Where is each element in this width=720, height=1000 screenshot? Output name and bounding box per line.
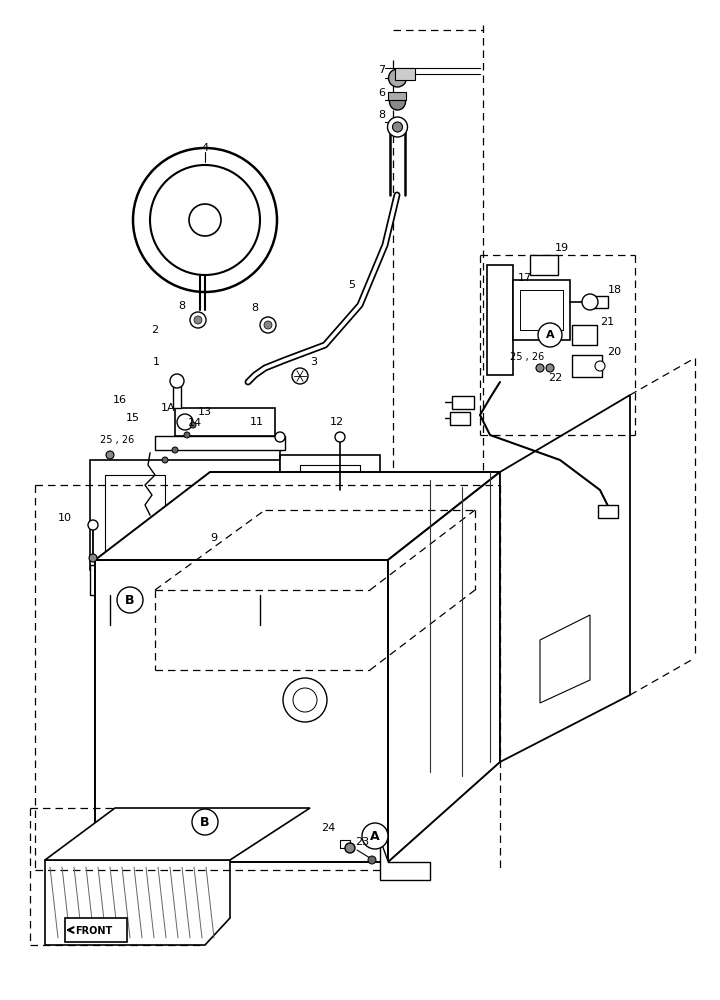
Circle shape <box>362 823 388 849</box>
Text: 25 , 26: 25 , 26 <box>100 435 134 445</box>
Circle shape <box>150 165 260 275</box>
Text: 25 , 26: 25 , 26 <box>510 352 544 362</box>
Circle shape <box>390 94 405 110</box>
Text: 3: 3 <box>310 357 317 367</box>
Polygon shape <box>95 560 388 862</box>
Text: FRONT: FRONT <box>75 926 112 936</box>
Text: 13: 13 <box>198 407 212 417</box>
Text: 22: 22 <box>548 373 562 383</box>
Circle shape <box>538 323 562 347</box>
Polygon shape <box>300 465 360 520</box>
Circle shape <box>335 432 345 442</box>
Polygon shape <box>90 565 280 595</box>
Circle shape <box>170 374 184 388</box>
Circle shape <box>368 856 376 864</box>
Circle shape <box>264 321 272 329</box>
Text: 8: 8 <box>378 110 385 120</box>
Polygon shape <box>105 475 165 560</box>
Bar <box>530 255 558 275</box>
Text: 7: 7 <box>378 65 385 75</box>
Bar <box>175 408 275 436</box>
Circle shape <box>177 414 193 430</box>
Text: 14: 14 <box>188 418 202 428</box>
Circle shape <box>546 364 554 372</box>
Bar <box>590 296 608 308</box>
Bar <box>572 325 597 345</box>
Circle shape <box>172 447 178 453</box>
Bar <box>452 396 474 409</box>
Circle shape <box>106 451 114 459</box>
Circle shape <box>133 148 277 292</box>
Bar <box>450 412 470 425</box>
Bar <box>572 355 602 377</box>
Bar <box>340 840 350 848</box>
Circle shape <box>192 809 218 835</box>
Polygon shape <box>388 472 500 862</box>
Text: 16: 16 <box>113 395 127 405</box>
Circle shape <box>345 843 355 853</box>
Text: B: B <box>200 816 210 828</box>
Circle shape <box>387 117 408 137</box>
Polygon shape <box>95 472 500 560</box>
Text: 1: 1 <box>153 357 160 367</box>
Text: B: B <box>125 593 135 606</box>
Text: A: A <box>546 330 554 340</box>
Circle shape <box>536 364 544 372</box>
Polygon shape <box>280 455 380 560</box>
Circle shape <box>283 678 327 722</box>
Text: 6: 6 <box>378 88 385 98</box>
Text: 9: 9 <box>210 533 217 543</box>
Circle shape <box>190 422 196 428</box>
Circle shape <box>389 69 407 87</box>
Circle shape <box>582 294 598 310</box>
Circle shape <box>190 312 206 328</box>
Polygon shape <box>540 615 590 703</box>
Circle shape <box>260 317 276 333</box>
Circle shape <box>162 457 168 463</box>
Circle shape <box>595 361 605 371</box>
Text: 4: 4 <box>202 143 209 153</box>
Polygon shape <box>45 808 310 860</box>
Text: 8: 8 <box>178 301 185 311</box>
Bar <box>173 383 181 408</box>
Text: 1A: 1A <box>161 403 175 413</box>
Circle shape <box>392 122 402 132</box>
Text: 17: 17 <box>518 273 532 283</box>
Polygon shape <box>513 280 570 340</box>
Text: 21: 21 <box>600 317 614 327</box>
Text: 23: 23 <box>355 837 369 847</box>
Circle shape <box>189 204 221 236</box>
Polygon shape <box>487 265 513 375</box>
Text: 8: 8 <box>251 303 258 313</box>
Text: 15: 15 <box>126 413 140 423</box>
Text: 12: 12 <box>330 417 344 427</box>
Bar <box>388 92 406 100</box>
Circle shape <box>117 587 143 613</box>
Text: A: A <box>370 830 380 842</box>
Text: 10: 10 <box>58 513 72 523</box>
Text: 2: 2 <box>151 325 158 335</box>
Circle shape <box>89 554 97 562</box>
Polygon shape <box>90 460 280 570</box>
Polygon shape <box>380 840 430 880</box>
Bar <box>155 436 285 450</box>
Text: 24: 24 <box>320 823 335 833</box>
FancyBboxPatch shape <box>65 918 127 942</box>
Bar <box>395 68 415 80</box>
Text: 19: 19 <box>555 243 569 253</box>
Text: 20: 20 <box>607 347 621 357</box>
Polygon shape <box>45 860 230 945</box>
Circle shape <box>88 520 98 530</box>
Text: 18: 18 <box>608 285 622 295</box>
Circle shape <box>275 432 285 442</box>
Text: 11: 11 <box>250 417 264 427</box>
Circle shape <box>194 316 202 324</box>
Polygon shape <box>500 395 630 762</box>
Circle shape <box>184 432 190 438</box>
Text: 5: 5 <box>348 280 355 290</box>
Circle shape <box>293 688 317 712</box>
Circle shape <box>292 368 308 384</box>
Bar <box>598 505 618 518</box>
